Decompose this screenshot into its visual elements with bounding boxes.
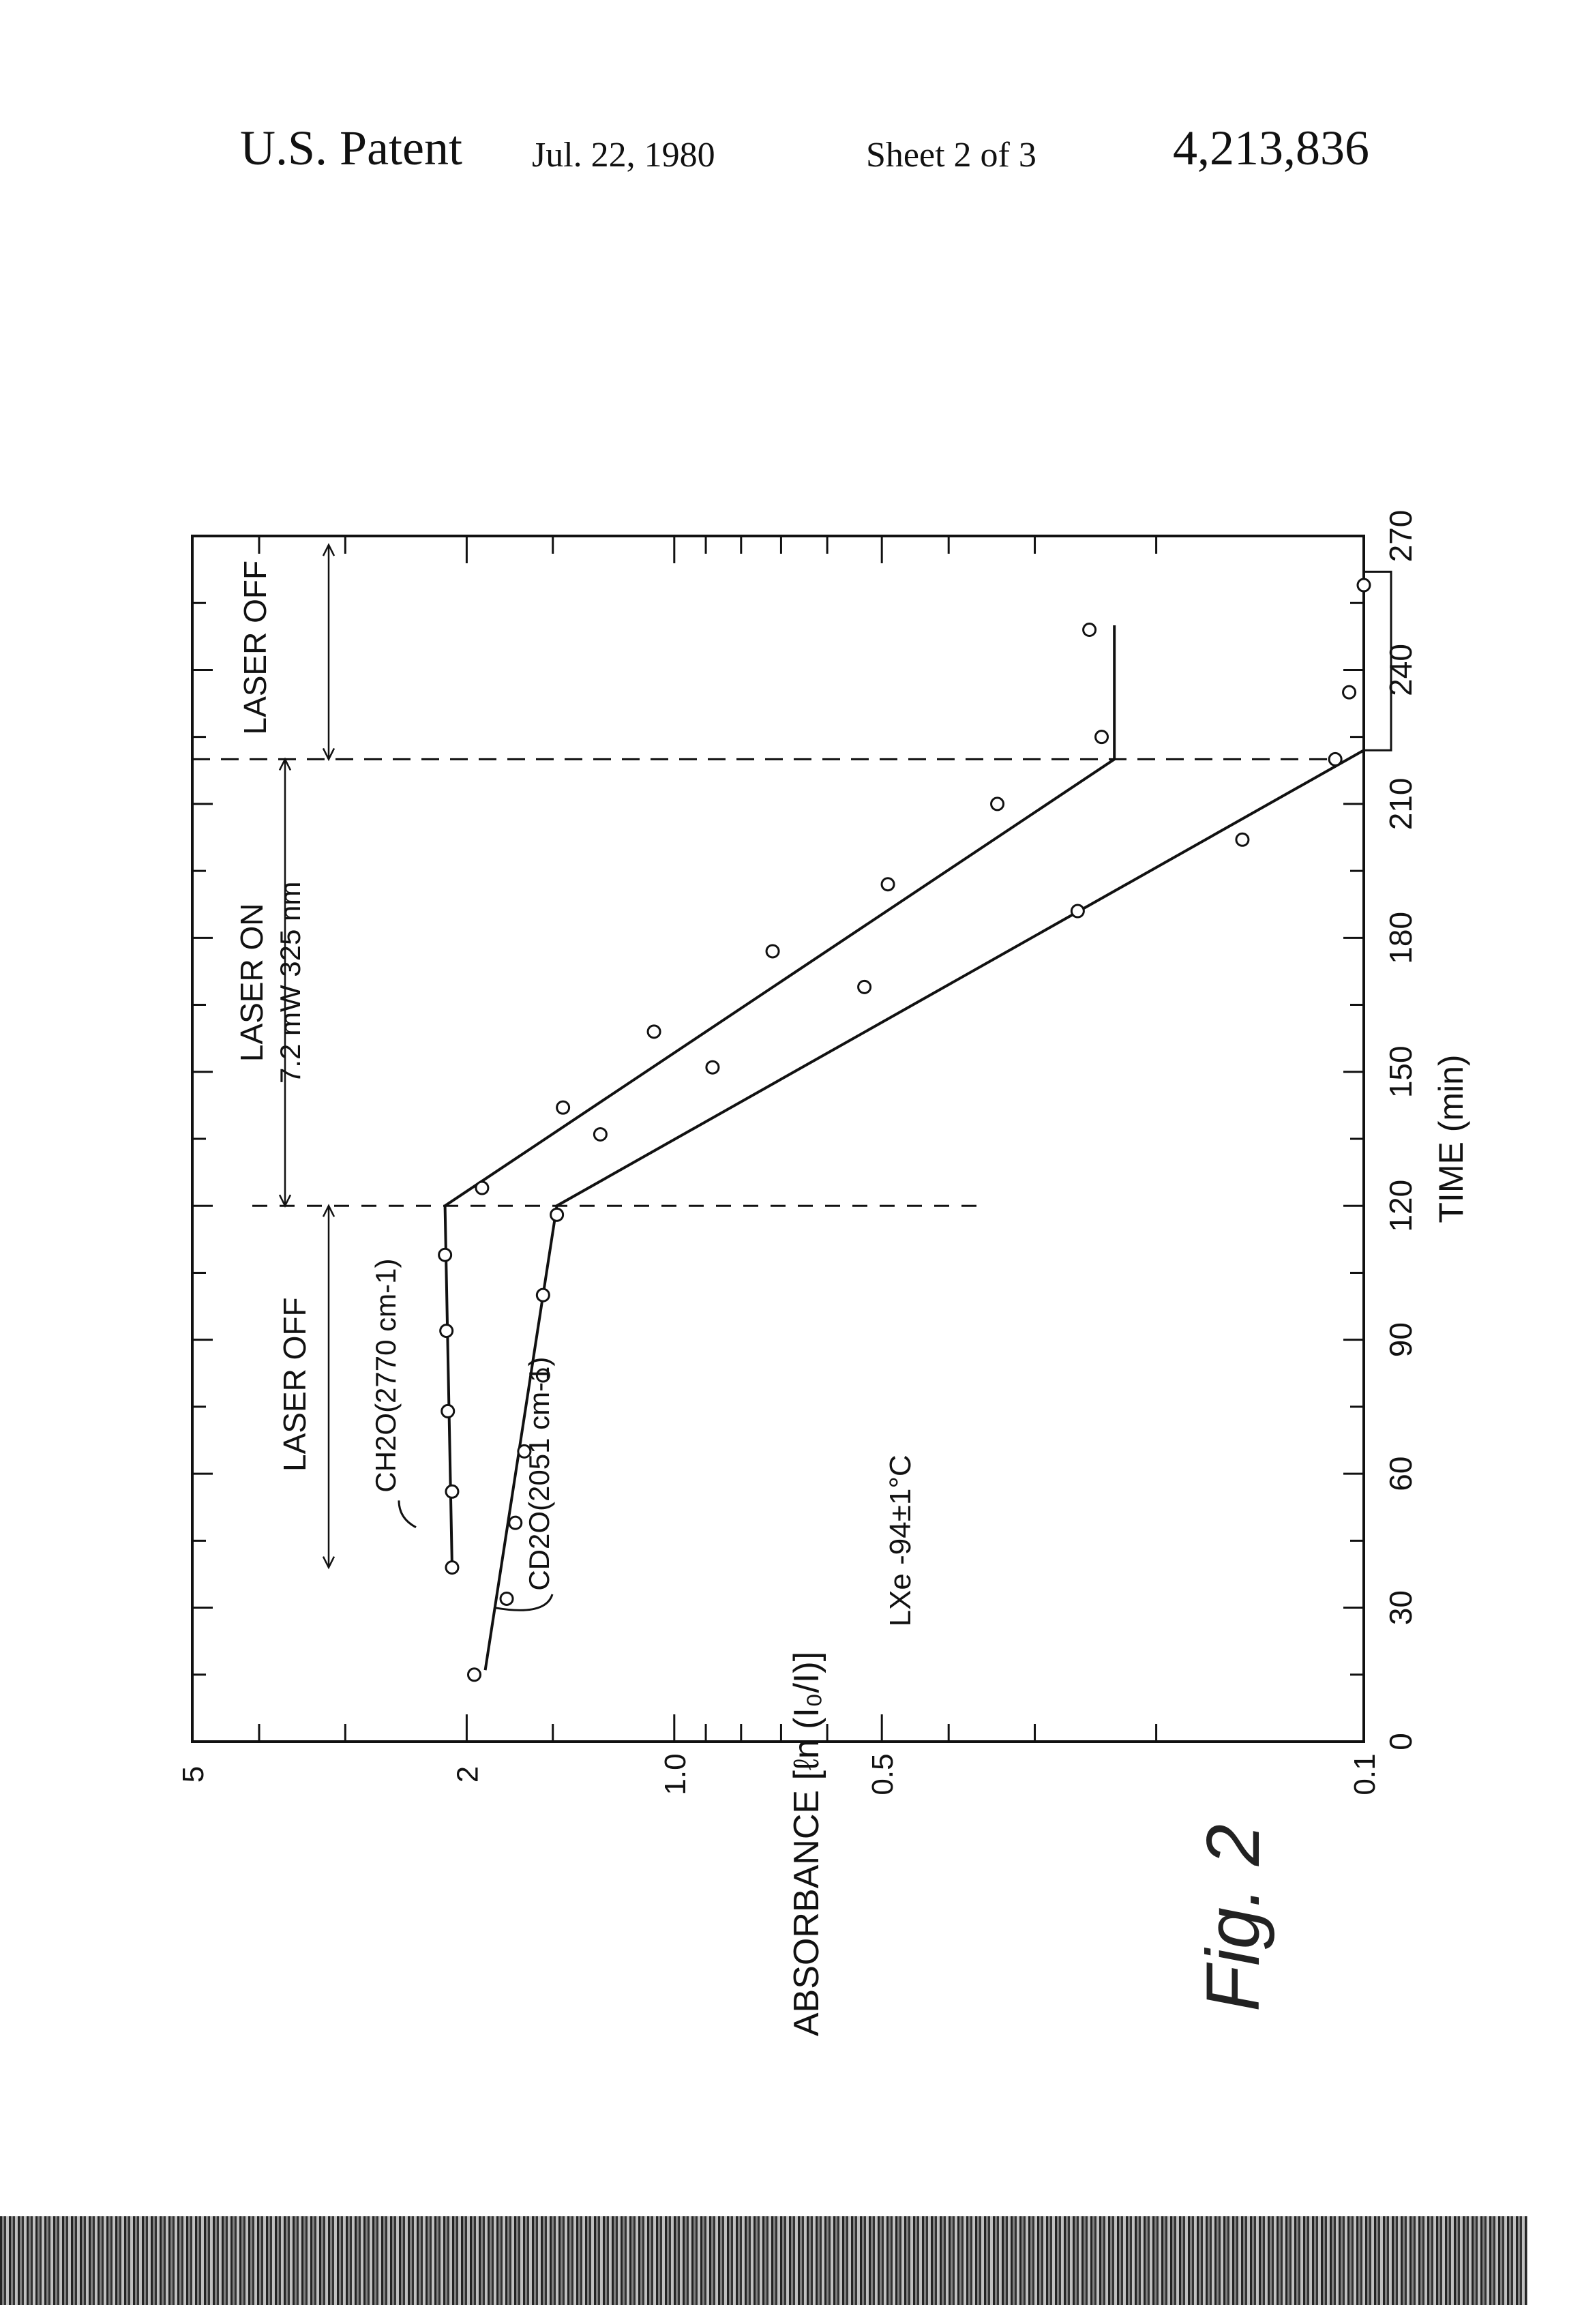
ch2o-data-point bbox=[1096, 731, 1108, 743]
time-tick-label: 150 bbox=[1383, 1045, 1418, 1098]
time-tick-label: 90 bbox=[1383, 1322, 1418, 1357]
cd2o-fit-line bbox=[486, 750, 1364, 1670]
time-tick-label: 30 bbox=[1383, 1590, 1418, 1625]
absorbance-tick-label: 2 bbox=[451, 1766, 484, 1783]
absorbance-tick-label: 5 bbox=[177, 1766, 210, 1783]
annotation-laser-on: LASER ON bbox=[234, 903, 269, 1062]
ch2o-data-point bbox=[441, 1325, 453, 1337]
time-tick-label: 240 bbox=[1383, 644, 1418, 696]
cd2o-data-point bbox=[1236, 833, 1249, 846]
absorbance-tick-label: 1.0 bbox=[659, 1753, 692, 1795]
cd2o-data-point bbox=[594, 1128, 606, 1140]
cd2o-data-point bbox=[1329, 753, 1341, 765]
time-tick-label: 60 bbox=[1383, 1457, 1418, 1491]
ch2o-data-point bbox=[476, 1182, 488, 1194]
ch2o-data-point bbox=[648, 1026, 660, 1038]
y-axis-title: ABSORBANCE [ℓn (I₀/I)] bbox=[787, 1652, 826, 2036]
annotation-laser-off-right: LASER OFF bbox=[237, 561, 273, 735]
time-tick-label: 270 bbox=[1383, 510, 1418, 563]
cd2o-data-point bbox=[1071, 905, 1084, 917]
annotation-laser-power: 7.2 mW 325 nm bbox=[274, 882, 306, 1084]
annotation-laser-off-left: LASER OFF bbox=[277, 1297, 312, 1472]
cd2o-data-point bbox=[468, 1669, 481, 1681]
ch2o-data-point bbox=[766, 945, 779, 957]
ch2o-data-point bbox=[446, 1562, 458, 1574]
absorbance-tick-label: 0.1 bbox=[1348, 1753, 1382, 1795]
figure-label: Fig. 2 bbox=[1190, 1824, 1277, 2012]
time-tick-label: 0 bbox=[1383, 1733, 1418, 1751]
ch2o-leader bbox=[399, 1500, 416, 1527]
time-tick-label: 210 bbox=[1383, 778, 1418, 831]
cd2o-data-point bbox=[501, 1592, 513, 1605]
annotation-ch2o-label: CH2O(2770 cm-1) bbox=[370, 1258, 402, 1492]
absorbance-tick-label: 0.5 bbox=[866, 1753, 899, 1795]
annotation-cd2o-label: CD2O(2051 cm-1) bbox=[523, 1357, 555, 1591]
time-tick-label: 180 bbox=[1383, 912, 1418, 964]
ch2o-data-point bbox=[882, 878, 894, 891]
cd2o-data-point bbox=[509, 1517, 522, 1529]
cd2o-data-point bbox=[706, 1061, 719, 1073]
ch2o-data-point bbox=[1084, 624, 1096, 636]
ch2o-data-point bbox=[439, 1249, 451, 1261]
scan-barcode-strip bbox=[0, 2216, 1527, 2305]
plot-frame bbox=[192, 536, 1364, 1742]
annotation-conditions: LXe -94±1°C bbox=[884, 1455, 917, 1626]
cd2o-data-point bbox=[1358, 579, 1370, 591]
ch2o-data-point bbox=[446, 1485, 458, 1498]
ch2o-data-point bbox=[442, 1405, 454, 1417]
ch2o-data-point bbox=[557, 1101, 569, 1114]
cd2o-data-point bbox=[551, 1208, 563, 1221]
x-axis-title: TIME (min) bbox=[1432, 1054, 1470, 1223]
ch2o-data-point bbox=[991, 798, 1004, 810]
time-tick-label: 120 bbox=[1383, 1180, 1418, 1232]
cd2o-data-point bbox=[1343, 686, 1356, 698]
cd2o-data-point bbox=[859, 981, 871, 993]
cd2o-data-point bbox=[537, 1289, 549, 1301]
